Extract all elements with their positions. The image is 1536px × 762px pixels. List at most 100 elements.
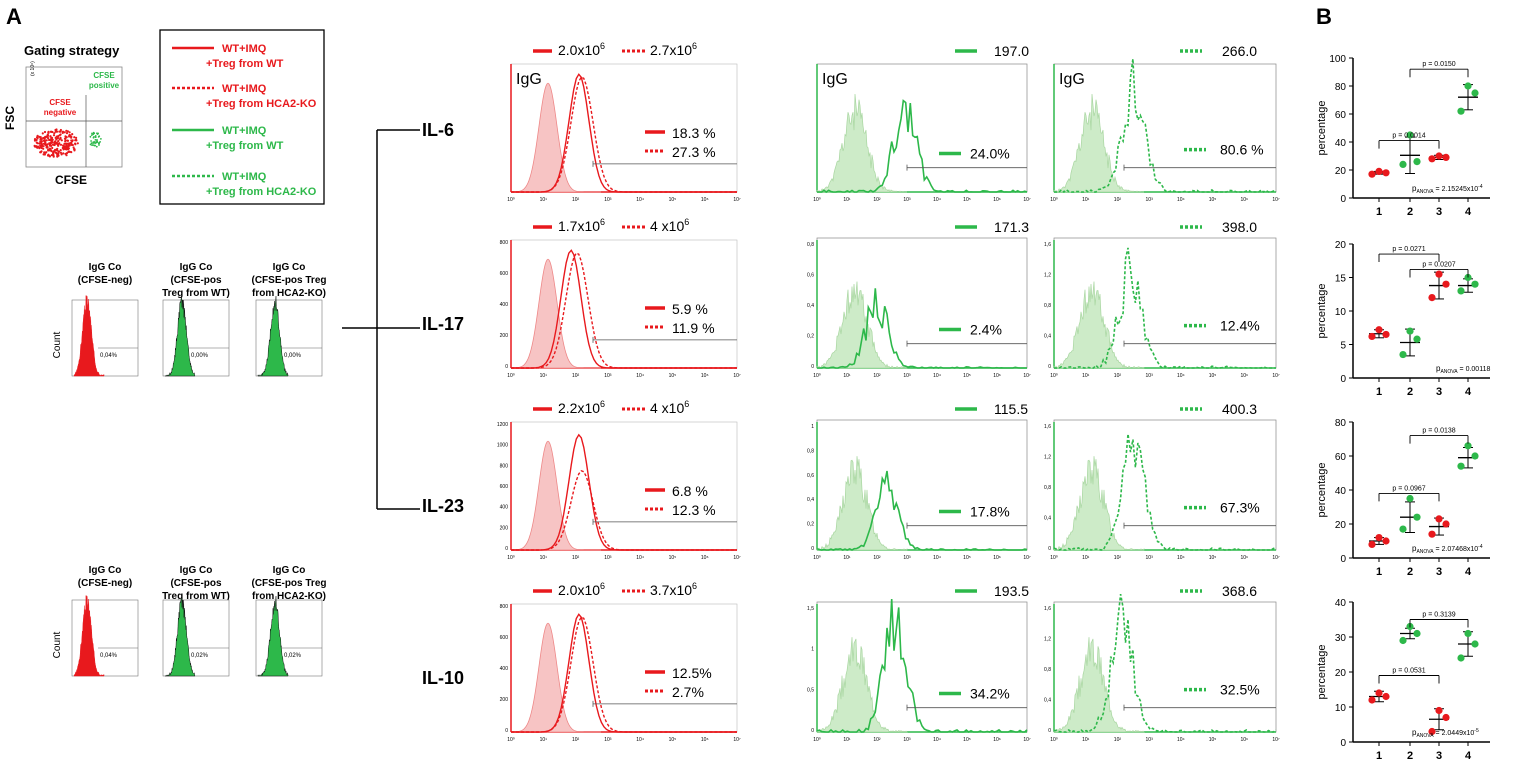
x-tick: 10⁷ <box>1272 555 1280 561</box>
anova-sub: ANOVA <box>1416 549 1434 555</box>
x-tick: 10⁰ <box>507 373 515 379</box>
anova-label: pANOVA = 2.15245x10-4 <box>1412 184 1483 195</box>
y-tick: 800 <box>500 240 509 246</box>
x-tick: 10¹ <box>540 737 548 743</box>
x-tick: 10⁶ <box>701 555 709 561</box>
gating-dot-red <box>60 139 63 142</box>
x-tick: 10⁶ <box>993 197 1001 203</box>
treg-curve <box>817 99 1028 193</box>
chart-x-tick-label: 1 <box>1376 750 1382 762</box>
mfi-solid-exp: 6 <box>600 399 605 409</box>
gating-dot-red <box>52 152 55 155</box>
data-point <box>1471 280 1479 288</box>
igg-histogram <box>816 456 908 551</box>
y-tick: 0 <box>811 546 814 552</box>
control-count-label: Count <box>52 631 63 658</box>
x-tick: 10⁰ <box>1050 197 1058 203</box>
gating-dot-red <box>41 132 44 135</box>
panel-label-b: B <box>1316 4 1332 29</box>
gating-dot-red <box>54 151 57 154</box>
x-tick: 10³ <box>1146 373 1154 379</box>
igg-label: IgG <box>1059 71 1085 88</box>
x-tick: 10⁰ <box>507 737 515 743</box>
gating-dot-red <box>75 136 78 139</box>
cytokine-label: IL-6 <box>422 120 454 140</box>
mfi-dot-exp: 6 <box>692 581 697 591</box>
mfi-solid-value: 2.2x106 <box>558 399 605 416</box>
data-point <box>1368 170 1376 178</box>
x-tick: 10⁵ <box>669 555 677 561</box>
green-histogram-panel: 193.5 34.2% 1,5 1 0,5 0 10⁰ 10¹ 10² 10³ 10⁴ 10⁵ 10⁶ 1… <box>807 583 1031 743</box>
x-tick: 10⁰ <box>1050 737 1058 743</box>
legend-line2: +Treg from WT <box>206 140 284 152</box>
x-tick: 10⁵ <box>963 373 971 379</box>
y-tick: 1 <box>811 647 814 653</box>
gating-dot-red <box>65 132 69 135</box>
treg-ko-curve <box>511 616 737 733</box>
gating-neg-label: CFSE <box>49 98 71 107</box>
x-tick: 10² <box>572 373 580 379</box>
gating-dot-red <box>52 155 55 158</box>
chart-x-tick-label: 2 <box>1407 750 1413 762</box>
y-tick: 800 <box>500 604 509 610</box>
x-tick: 10³ <box>1146 197 1154 203</box>
chart-y-tick-label: 0 <box>1340 194 1346 205</box>
row-connector <box>342 129 420 510</box>
y-tick: 200 <box>500 525 509 531</box>
gating-dot-green <box>92 136 95 139</box>
gating-dot-red <box>43 139 47 142</box>
mfi-value: 197.0 <box>994 43 1029 59</box>
data-point <box>1442 520 1450 528</box>
anova-value: = 2.15245x10 <box>1434 186 1479 193</box>
chart-x-tick-label: 1 <box>1376 566 1382 578</box>
chart-y-label: percentage <box>1316 100 1328 155</box>
x-tick: 10² <box>873 197 881 203</box>
x-tick: 10¹ <box>843 737 851 743</box>
x-tick: 10² <box>572 737 580 743</box>
chart-y-tick-label: 20 <box>1335 668 1347 679</box>
p-value-label: p = 0.0138 <box>1422 428 1455 435</box>
data-point <box>1382 692 1390 701</box>
chart-y-tick-label: 15 <box>1335 274 1347 285</box>
igg-label: IgG <box>822 71 848 88</box>
gating-dot-red <box>64 152 67 155</box>
gating-dot-green <box>93 132 96 135</box>
gating-pos-label: positive <box>89 81 120 90</box>
mfi-solid-value: 2.0x106 <box>558 581 605 598</box>
y-tick: 0,8 <box>1044 667 1051 673</box>
chart-y-tick-label: 0 <box>1340 374 1346 385</box>
pct-value: 12.4% <box>1220 318 1260 334</box>
gating-dot-red <box>56 153 59 156</box>
data-point <box>1464 82 1472 90</box>
x-tick: 10⁰ <box>813 197 821 203</box>
y-tick: 0 <box>505 728 508 734</box>
data-point <box>1457 107 1465 115</box>
anova-sub: ANOVA <box>1416 189 1434 195</box>
gating-dot-red <box>55 141 59 144</box>
gating-dot-red <box>62 144 65 147</box>
igg-histogram <box>1053 637 1145 733</box>
x-tick: 10⁷ <box>733 197 741 203</box>
treg-curve <box>817 288 1027 369</box>
x-tick: 10³ <box>903 737 911 743</box>
x-tick: 10⁰ <box>507 555 515 561</box>
x-tick: 10⁵ <box>669 737 677 743</box>
x-tick: 10⁴ <box>636 555 644 561</box>
mfi-solid-value: 1.7x106 <box>558 217 605 234</box>
pct-solid: 18.3 % <box>672 125 716 141</box>
control-histogram <box>257 596 289 677</box>
y-tick: 0 <box>505 546 508 552</box>
x-tick: 10³ <box>1146 737 1154 743</box>
gating-dot-red <box>72 146 75 149</box>
gating-dot-red <box>46 143 49 146</box>
cytokine-label: IL-17 <box>422 314 464 334</box>
gating-dot-red <box>67 144 70 147</box>
gating-dot-red <box>50 154 53 157</box>
control-count-label: Count <box>52 331 63 358</box>
treg-curve <box>1054 247 1276 369</box>
x-tick: 10⁴ <box>933 555 941 561</box>
data-point <box>1375 534 1383 542</box>
chart-x-tick-label: 4 <box>1465 750 1472 762</box>
y-tick: 0,2 <box>807 522 814 528</box>
